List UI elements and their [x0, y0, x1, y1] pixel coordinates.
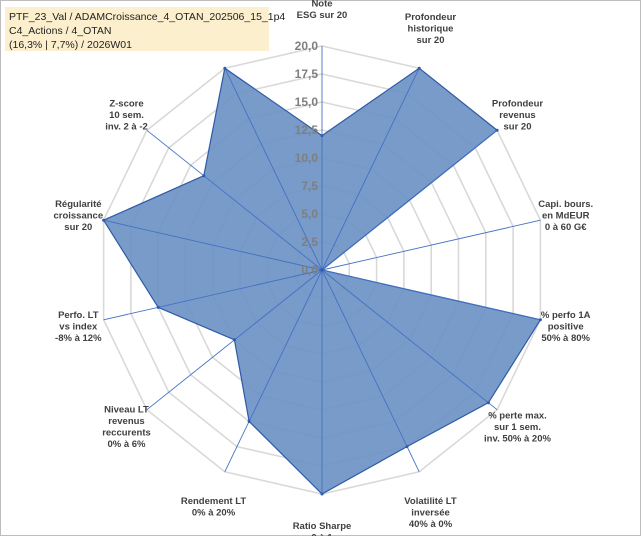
category-label-line: Perfo. LT: [58, 310, 99, 321]
category-label-line: revenus: [499, 110, 535, 121]
category-label: % perte max.sur 1 sem.inv. 50% à 20%: [484, 410, 551, 444]
category-label-line: sur 1 sem.: [494, 422, 541, 433]
category-label: Ratio Sharpe0 à 1: [293, 521, 352, 536]
category-label-line: 50% à 80%: [541, 333, 590, 344]
category-label-line: sur 20: [417, 35, 445, 46]
tick-label: 10,0: [295, 151, 319, 165]
header-line-1: PTF_23_Val / ADAMCroissance_4_OTAN_20250…: [9, 11, 286, 23]
category-label-line: en MdEUR: [542, 210, 590, 221]
category-label-line: Niveau LT: [104, 405, 149, 416]
chart-header: PTF_23_Val / ADAMCroissance_4_OTAN_20250…: [5, 7, 285, 51]
tick-label: 20,0: [295, 39, 319, 53]
category-label-line: Régularité: [55, 199, 101, 210]
category-label-line: 0% à 20%: [192, 508, 236, 519]
category-label-line: sur 20: [64, 222, 92, 233]
tick-label: 12,5: [295, 123, 319, 137]
category-label-line: Volatilité LT: [404, 496, 457, 507]
category-label-line: croissance: [53, 210, 103, 221]
category-label-line: -8% à 12%: [55, 333, 102, 344]
category-label-line: 0% à 6%: [107, 439, 146, 450]
axis-spoke: [321, 219, 541, 271]
category-label-line: sur 20: [504, 122, 532, 133]
data-point: [320, 492, 324, 496]
data-point: [232, 338, 236, 342]
data-point: [247, 419, 251, 423]
category-label-line: Profondeur: [405, 12, 456, 23]
category-label-line: Z-score: [109, 99, 143, 110]
axis-spoke: [321, 269, 420, 472]
axis-spoke: [103, 219, 323, 271]
category-label-line: inv. 2 à -2: [105, 122, 148, 133]
category-label-line: inversée: [411, 508, 450, 519]
category-label-line: revenus: [108, 416, 144, 427]
data-point: [495, 128, 499, 132]
axis-spoke: [224, 269, 323, 472]
data-point: [320, 134, 324, 138]
data-point: [538, 318, 542, 322]
data-point: [202, 174, 206, 178]
category-label-line: inv. 50% à 20%: [484, 433, 551, 444]
axis-spoke: [321, 269, 541, 321]
category-label-line: Note: [311, 0, 332, 10]
category-label-line: Rendement LT: [181, 496, 246, 507]
category-label-line: % perfo 1A: [541, 310, 591, 321]
data-point: [223, 66, 227, 70]
tick-label: 0,0: [301, 263, 318, 277]
axis-spoke: [321, 129, 498, 271]
data-point: [417, 66, 421, 70]
category-label-line: historique: [408, 23, 454, 34]
category-label-line: ESG sur 20: [297, 10, 348, 21]
category-label-line: Profondeur: [492, 99, 543, 110]
tick-label: 17,5: [295, 67, 319, 81]
data-point: [486, 401, 490, 405]
data-point: [156, 305, 160, 309]
axis-spoke: [103, 269, 323, 321]
header-line-3: (16,3% | 7,7%) / 2026W01: [9, 39, 132, 51]
axis-spoke: [224, 68, 323, 271]
data-point: [102, 218, 106, 222]
category-label-line: 10 sem.: [109, 110, 144, 121]
axis-spoke: [321, 269, 498, 411]
category-label-line: reccurents: [102, 428, 151, 439]
tick-label: 2,5: [301, 235, 318, 249]
axis-spoke: [321, 68, 420, 271]
category-label-line: Ratio Sharpe: [293, 521, 352, 532]
category-label-line: vs index: [59, 322, 98, 333]
category-label-line: positive: [548, 322, 584, 333]
header-line-2: C4_Actions / 4_OTAN: [9, 25, 112, 37]
category-label-line: % perte max.: [488, 410, 547, 421]
tick-label: 7,5: [301, 179, 318, 193]
data-point: [320, 268, 324, 272]
axis-spoke: [146, 129, 323, 271]
data-point: [405, 445, 409, 449]
category-label-line: 0 à 1: [311, 533, 333, 536]
category-label: Rendement LT0% à 20%: [181, 496, 246, 519]
category-label-line: 0 à 60 G€: [545, 222, 587, 233]
tick-label: 15,0: [295, 95, 319, 109]
tick-label: 5,0: [301, 207, 318, 221]
category-label-line: Capi. bours.: [538, 199, 593, 210]
category-label-line: 40% à 0%: [409, 519, 453, 530]
